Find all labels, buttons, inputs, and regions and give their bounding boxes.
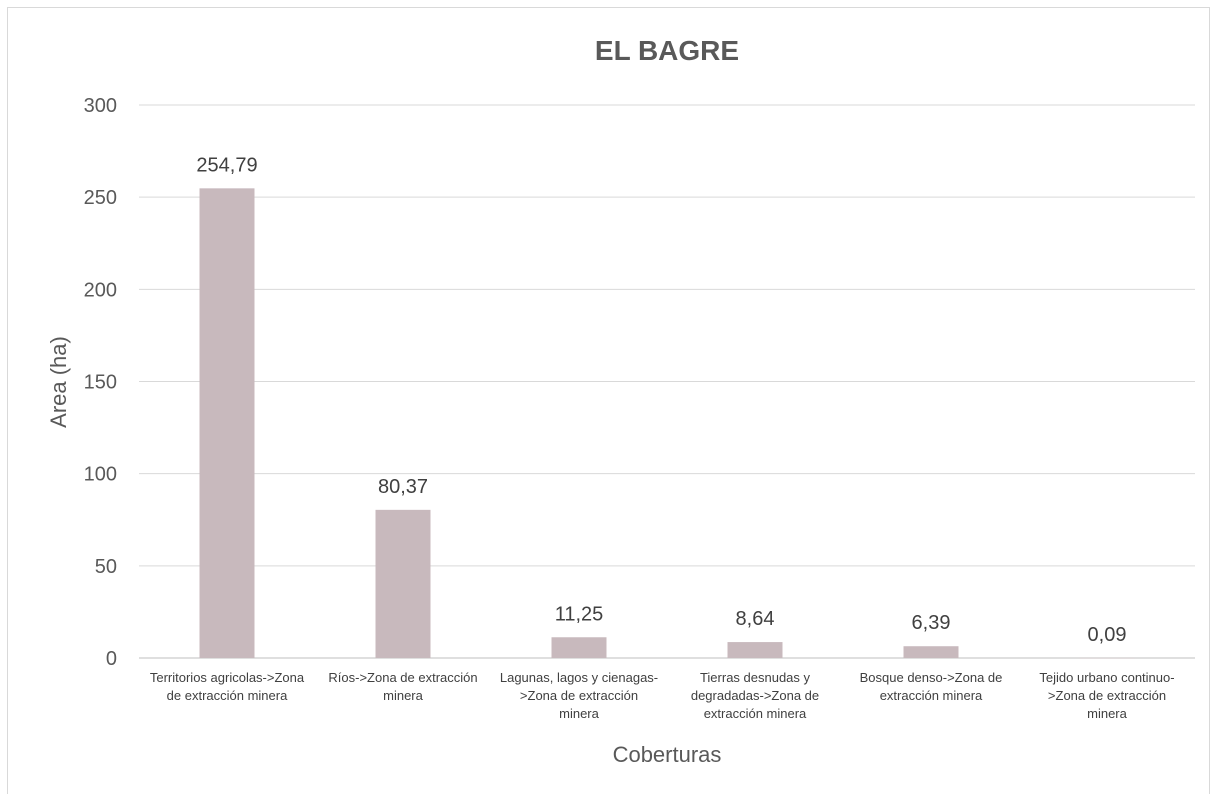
x-axis-category-labels: Territorios agricolas->Zona de extracción… bbox=[150, 670, 1175, 721]
bars bbox=[199, 188, 1135, 659]
data-labels: 254,79 80,37 11,25 8,64 6,39 0,09 bbox=[196, 154, 1126, 645]
y-tick-label: 300 bbox=[84, 95, 117, 117]
category-label: Tierras desnudas y degradadas->Zona de ext… bbox=[691, 670, 819, 721]
category-label: Territorios agricolas->Zona de extracción… bbox=[150, 670, 305, 703]
category-label-line: Bosque denso->Zona de bbox=[860, 670, 1003, 685]
y-tick-label: 250 bbox=[84, 187, 117, 209]
category-label-line: >Zona de extracción bbox=[1048, 688, 1166, 703]
bar bbox=[903, 646, 959, 658]
data-label: 80,37 bbox=[378, 476, 428, 498]
y-axis-title: Area (ha) bbox=[46, 336, 71, 428]
category-label-line: Lagunas, lagos y cienagas- bbox=[500, 670, 658, 685]
y-axis-tick-labels: 0 50 100 150 200 250 300 bbox=[84, 95, 117, 670]
data-label: 11,25 bbox=[555, 603, 604, 625]
category-label-line: de extracción minera bbox=[167, 688, 288, 703]
data-label: 8,64 bbox=[736, 608, 775, 630]
bar bbox=[375, 509, 431, 658]
bar bbox=[727, 642, 783, 658]
data-label: 6,39 bbox=[912, 612, 951, 634]
category-label-line: Territorios agricolas->Zona bbox=[150, 670, 305, 685]
category-label-line: Ríos->Zona de extracción bbox=[328, 670, 477, 685]
data-label: 0,09 bbox=[1088, 624, 1127, 646]
category-label-line: >Zona de extracción bbox=[520, 688, 638, 703]
data-label: 254,79 bbox=[196, 154, 257, 176]
category-label-line: extracción minera bbox=[704, 706, 807, 721]
chart-title: EL BAGRE bbox=[595, 35, 739, 66]
y-tick-label: 50 bbox=[95, 556, 117, 578]
bar bbox=[1079, 657, 1135, 659]
category-label-line: minera bbox=[1087, 706, 1128, 721]
category-label: Tejido urbano continuo- >Zona de extracci… bbox=[1039, 670, 1174, 721]
y-tick-label: 0 bbox=[106, 648, 117, 670]
gridlines bbox=[139, 104, 1195, 659]
y-tick-label: 200 bbox=[84, 279, 117, 301]
y-tick-label: 150 bbox=[84, 372, 117, 394]
y-tick-label: 100 bbox=[84, 464, 117, 486]
category-label: Bosque denso->Zona de extracción minera bbox=[860, 670, 1003, 703]
category-label-line: Tejido urbano continuo- bbox=[1039, 670, 1174, 685]
category-label-line: minera bbox=[559, 706, 600, 721]
category-label: Ríos->Zona de extracción minera bbox=[328, 670, 477, 703]
bar bbox=[551, 637, 607, 658]
category-label-line: minera bbox=[383, 688, 424, 703]
category-label-line: Tierras desnudas y bbox=[700, 670, 811, 685]
bar bbox=[199, 188, 255, 658]
x-axis-title: Coberturas bbox=[613, 742, 722, 767]
category-label-line: extracción minera bbox=[880, 688, 983, 703]
category-label: Lagunas, lagos y cienagas- >Zona de extra… bbox=[500, 670, 658, 721]
category-label-line: degradadas->Zona de bbox=[691, 688, 819, 703]
